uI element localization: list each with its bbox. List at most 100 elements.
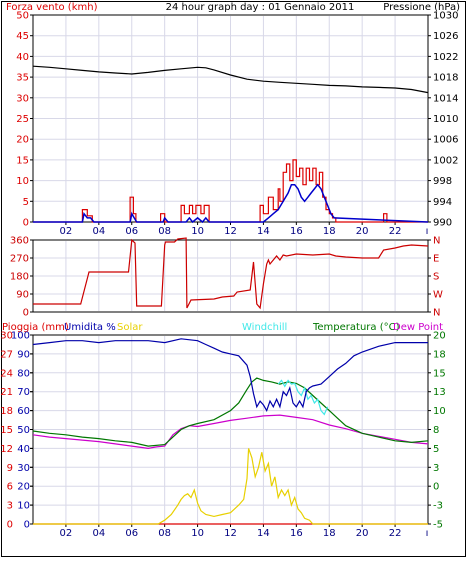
y2-tick-label: 1002 [433, 155, 458, 166]
y-tick-label: 50 [16, 11, 29, 22]
wind-gust-line [33, 183, 429, 224]
wind-direction-line [33, 237, 429, 310]
y2-tick-label: 1018 [433, 73, 458, 84]
y2-tick-label: 990 [433, 218, 452, 229]
x-tick-label: 12 [224, 226, 237, 237]
y-tick-label: 360 [10, 236, 29, 247]
y2-tick-label: 13 [433, 387, 446, 398]
humidity-axis-ticks: 0 10 20 30 40 50 60 70 80 90 100 [11, 331, 33, 531]
y2-tick-label: 1030 [433, 11, 458, 22]
y-tick-label: 18 [0, 406, 13, 417]
y-tick-label: 20 [17, 482, 30, 493]
y-tick-label: 25 [16, 114, 29, 125]
windchill-line [277, 379, 329, 416]
x-tick-label: 16 [290, 528, 303, 539]
y-tick-label: 90 [17, 349, 30, 360]
y-tick-label: 5 [23, 197, 29, 208]
y2-tick-label: 5 [433, 444, 439, 455]
y-tick-label: 10 [17, 501, 30, 512]
y-tick-label: 180 [10, 272, 29, 283]
x-tick-label: 20 [356, 226, 369, 237]
y-tick-label: 70 [17, 387, 30, 398]
legend-solar: Solar [117, 322, 143, 333]
x-tick-label: 22 [389, 528, 402, 539]
x-tick-label: 16 [290, 226, 303, 237]
y-tick-label: 40 [17, 444, 30, 455]
temperature-line [32, 377, 429, 447]
y-tick-label: 0 [23, 218, 29, 229]
pressure-axis-title: Pressione (hPa) [383, 2, 460, 13]
time-axis-ticks: 02 04 06 08 10 12 14 16 18 20 22 ı [60, 222, 429, 237]
y2-tick-label: E [433, 254, 439, 265]
wind-speed-line [33, 159, 428, 223]
y-tick-label: 50 [17, 425, 30, 436]
y2-tick-label: S [433, 272, 439, 283]
y-tick-label: 45 [16, 31, 29, 42]
wind-pressure-grid [34, 16, 427, 221]
y2-tick-label: 1026 [433, 31, 458, 42]
wind-pressure-series [32, 65, 429, 224]
y-tick-label: 0 [7, 520, 13, 531]
legend-temperature: Temperatura (°C) [312, 322, 400, 333]
y2-tick-label: 15 [433, 368, 446, 379]
y2-tick-label: 8 [433, 425, 439, 436]
y2-tick-label: 994 [433, 197, 452, 208]
y-tick-label: 24 [0, 368, 13, 379]
y2-tick-label: 20 [433, 331, 446, 342]
y-tick-label: 20 [16, 135, 29, 146]
humidity-line [32, 338, 428, 413]
chart-title: 24 hour graph day : 01 Gennaio 2011 [166, 2, 355, 13]
y2-tick-label: 0 [433, 482, 439, 493]
x-tick-label: 08 [158, 226, 171, 237]
y-tick-label: 0 [24, 520, 30, 531]
x-tick-label: 10 [191, 528, 204, 539]
pressure-line [32, 65, 429, 94]
y-tick-label: 15 [0, 425, 13, 436]
x-tick-label: 06 [125, 226, 138, 237]
x-tick-label: 02 [60, 226, 73, 237]
y2-tick-label: -5 [433, 520, 443, 531]
x-tick-label: 04 [92, 528, 105, 539]
y2-tick-label: 998 [433, 176, 452, 187]
x-tick-label: 12 [224, 528, 237, 539]
legend-rain: Pioggia (mm) [2, 322, 69, 333]
y2-tick-label: -3 [433, 501, 443, 512]
y-tick-label: 35 [16, 73, 29, 84]
outer-border [1, 1, 466, 557]
temperature-axis-ticks: -5 -3 0 3 5 8 10 13 15 18 20 [428, 331, 446, 531]
y2-tick-label: W [433, 290, 443, 301]
wind-axis-ticks: 0 5 10 15 20 25 30 35 40 45 50 [16, 11, 33, 229]
y2-tick-label: 1010 [433, 114, 458, 125]
y-tick-label: 30 [16, 93, 29, 104]
wind-axis-title: Forza vento (kmh) [6, 2, 98, 13]
y2-tick-label: N [433, 308, 440, 319]
y-tick-label: 21 [0, 387, 13, 398]
x-tick-end: ı [426, 226, 429, 237]
y-tick-label: 0 [23, 308, 29, 319]
x-tick-label: 14 [257, 528, 270, 539]
pressure-axis-ticks: 990 994 998 1002 1006 1010 1014 1018 1022 1026 103… [428, 11, 458, 229]
legend-dewpoint: Dew Point [393, 322, 443, 333]
y-tick-label: 15 [16, 155, 29, 166]
y-tick-label: 30 [17, 463, 30, 474]
time-axis-ticks-bottom: 02 04 06 08 10 12 14 16 18 20 22 ı [60, 524, 428, 539]
y-tick-label: 90 [16, 290, 29, 301]
y-tick-label: 12 [0, 444, 13, 455]
y2-tick-label: 1014 [433, 93, 458, 104]
y-tick-label: 40 [16, 52, 29, 63]
x-tick-label: 18 [323, 226, 336, 237]
legend-windchill: Windchill [242, 322, 287, 333]
legend-humidity: Umidita % [64, 322, 116, 333]
y2-tick-label: 18 [433, 349, 446, 360]
x-tick-label: 22 [389, 226, 402, 237]
y-tick-label: 27 [0, 349, 13, 360]
y-tick-label: 6 [7, 482, 13, 493]
y-tick-label: 30 [0, 331, 13, 342]
climate-legend: Pioggia (mm) Umidita % Solar Windchill T… [2, 322, 443, 333]
